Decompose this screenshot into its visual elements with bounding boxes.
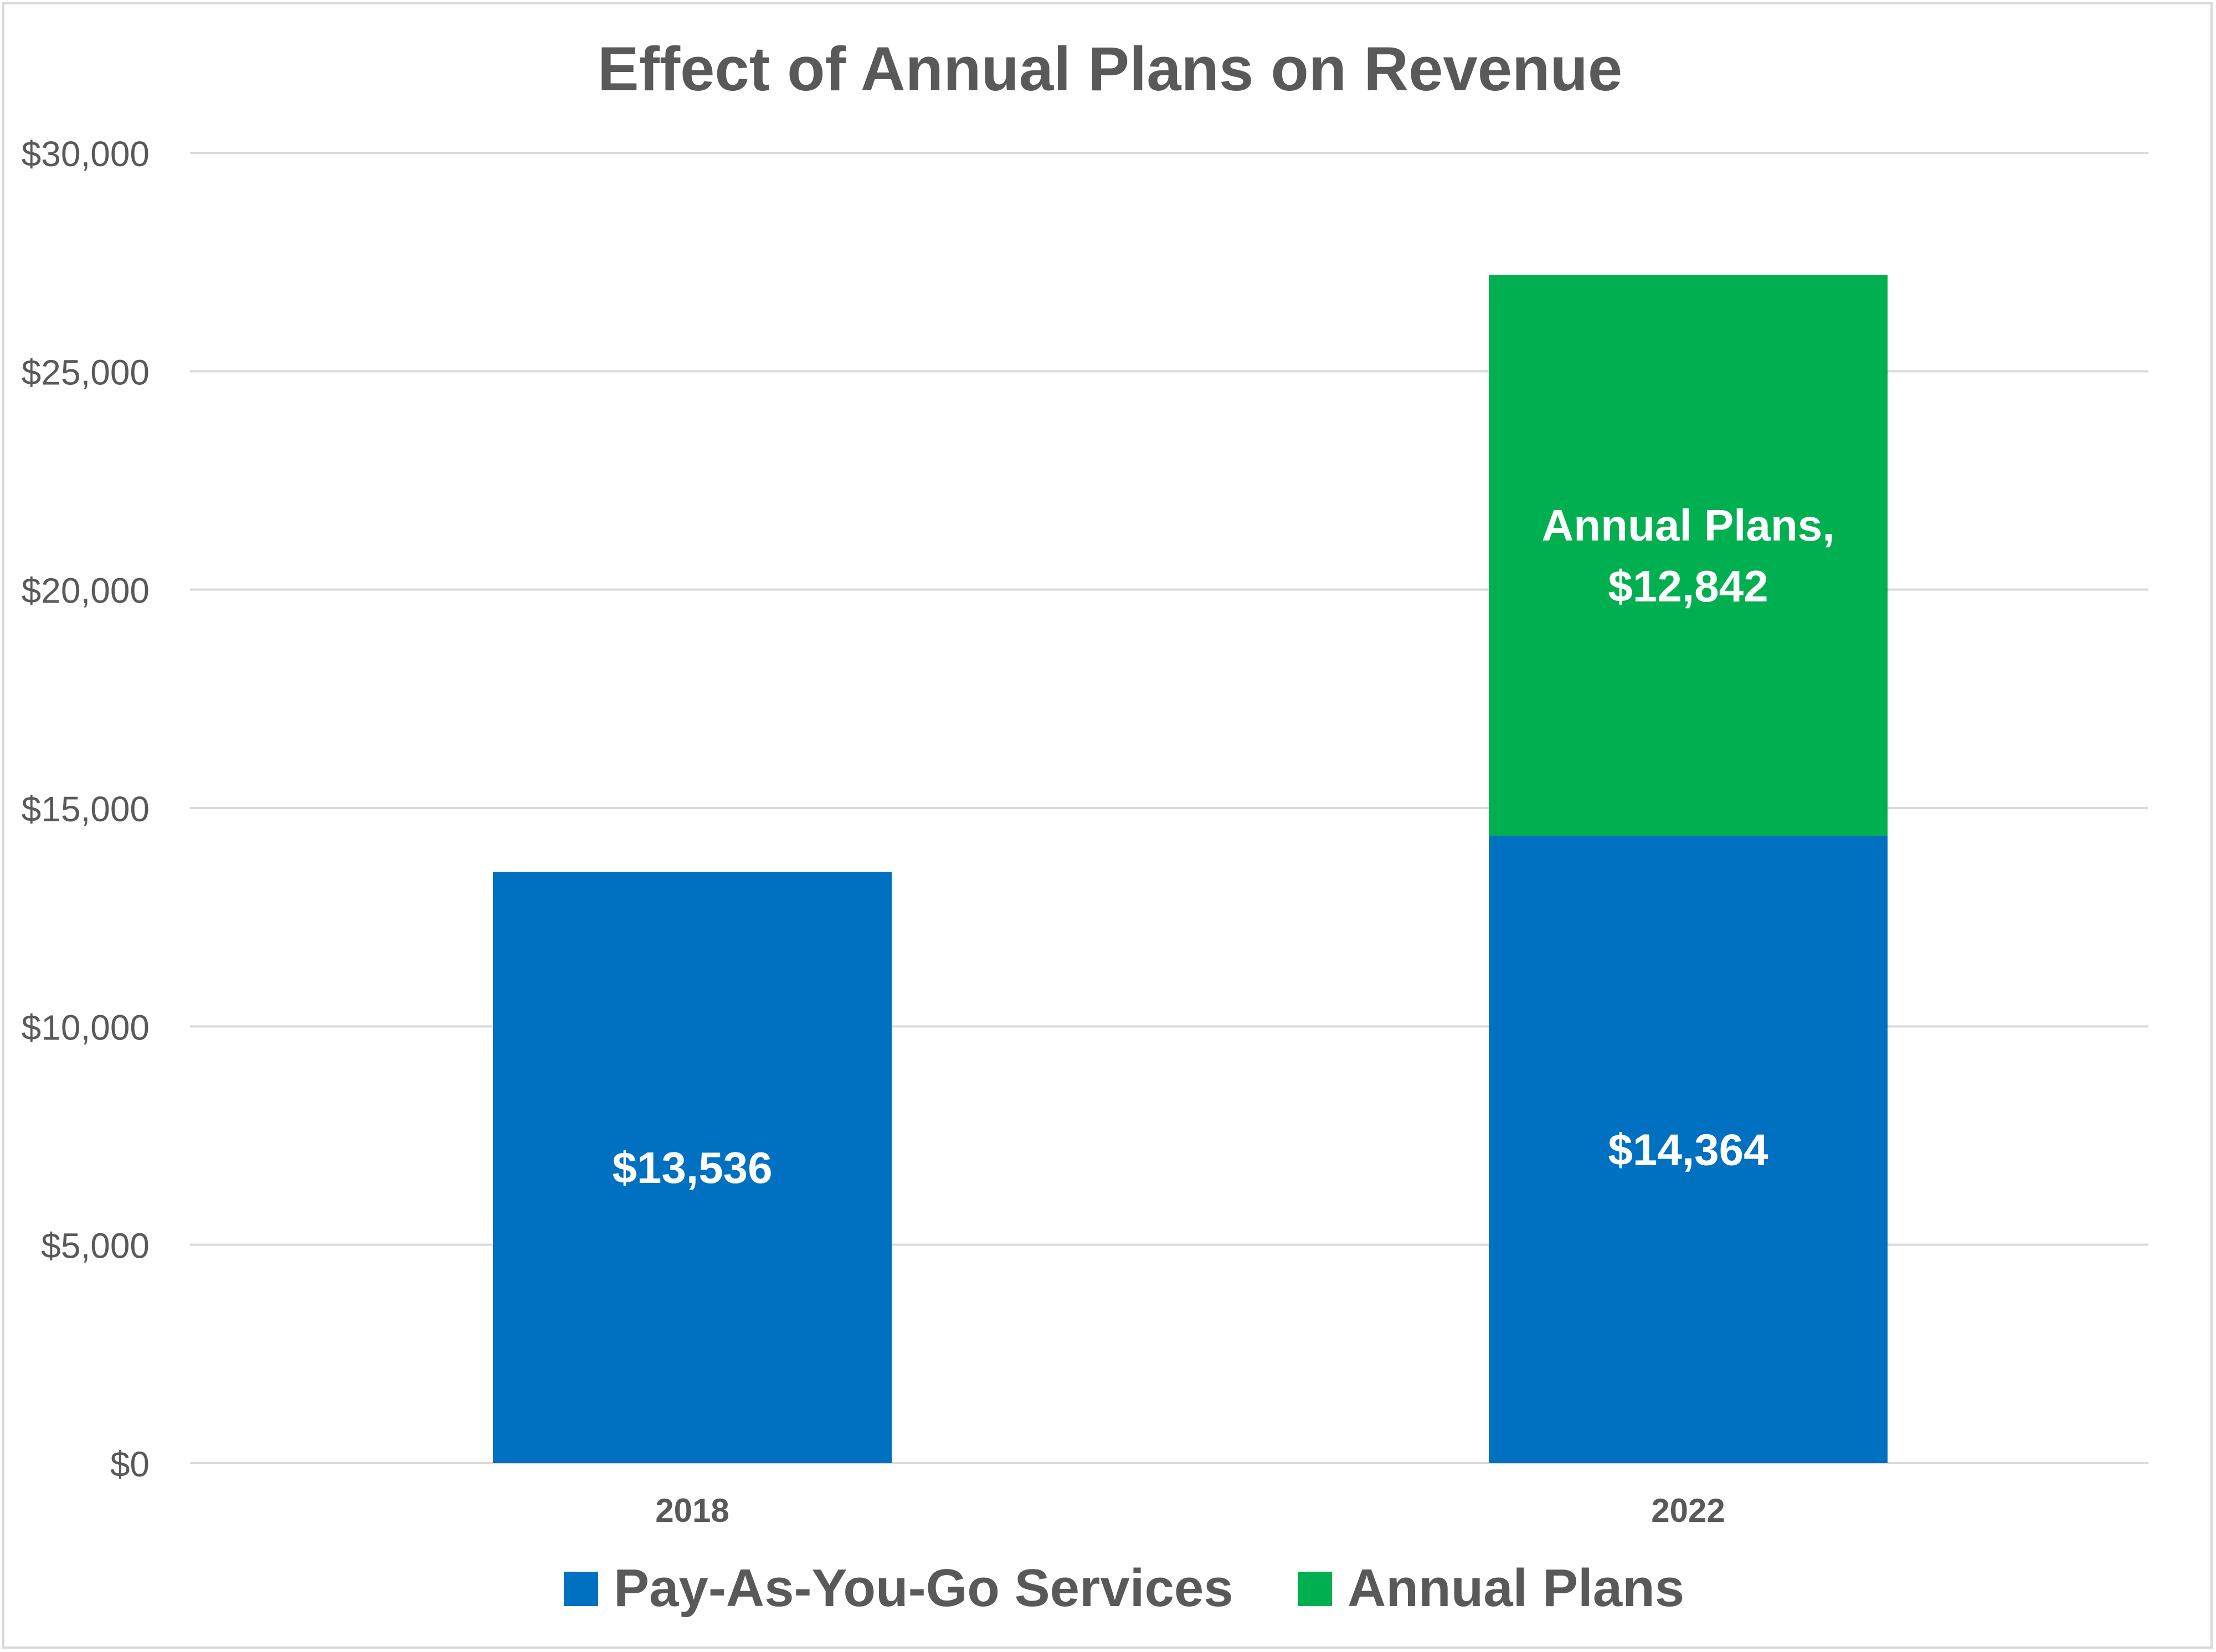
legend-swatch <box>564 1572 598 1606</box>
bar-segment <box>1489 836 1888 1463</box>
legend-label: Pay-As-You-Go Services <box>614 1558 1233 1618</box>
chart-svg: Effect of Annual Plans on Revenue $0 $5,0… <box>22 34 2148 1618</box>
data-label: $13,536 <box>612 1143 772 1192</box>
legend: Pay-As-You-Go Services Annual Plans <box>564 1558 1684 1618</box>
x-category-label: 2018 <box>655 1492 729 1529</box>
bar-segment <box>493 872 892 1463</box>
y-tick-label: $10,000 <box>22 1007 150 1047</box>
data-label-line: $14,364 <box>1608 1125 1768 1175</box>
data-labels: $13,536 $14,364 Annual Plans, $12,842 <box>612 501 1834 1192</box>
bars <box>493 275 1888 1463</box>
data-label: Annual Plans, $12,842 <box>1542 501 1835 611</box>
x-axis-categories: 2018 2022 <box>655 1492 1725 1529</box>
y-tick-label: $30,000 <box>22 134 150 174</box>
y-tick-label: $0 <box>110 1444 150 1484</box>
y-tick-label: $25,000 <box>22 352 150 392</box>
x-category-label: 2022 <box>1651 1492 1725 1529</box>
data-label-line: $12,842 <box>1608 562 1768 611</box>
chart-title: Effect of Annual Plans on Revenue <box>598 34 1622 104</box>
data-label-line: $13,536 <box>612 1143 772 1192</box>
bar-segment <box>1489 275 1888 836</box>
data-label-line: Annual Plans, <box>1542 501 1835 550</box>
y-tick-label: $15,000 <box>22 789 150 829</box>
y-axis-ticks: $0 $5,000 $10,000 $15,000 $20,000 $25,000 $30,… <box>22 134 150 1484</box>
y-tick-label: $5,000 <box>41 1226 150 1266</box>
y-tick-label: $20,000 <box>22 571 150 611</box>
legend-swatch <box>1298 1572 1332 1606</box>
legend-label: Annual Plans <box>1348 1558 1684 1618</box>
data-label: $14,364 <box>1608 1125 1768 1175</box>
